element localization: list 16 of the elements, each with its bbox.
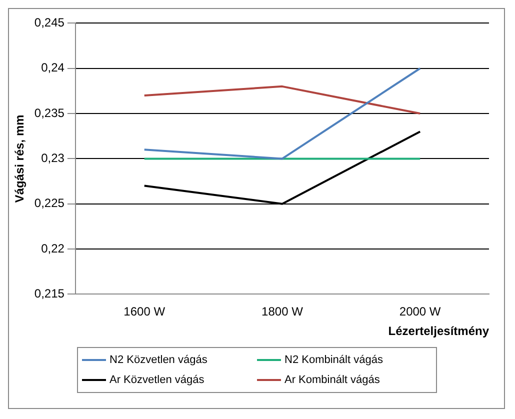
legend-label: Ar Kombinált vágás xyxy=(284,374,380,386)
y-tick-label: 0,215 xyxy=(34,286,65,301)
y-tick-label: 0,23 xyxy=(41,151,65,166)
y-tick-label: 0,225 xyxy=(34,196,65,210)
x-tick-label: 1600 W xyxy=(124,304,166,319)
y-axis-title: Vágási rés, mm xyxy=(12,114,27,203)
y-tick-label: 0,245 xyxy=(34,16,65,30)
y-tick-label: 0,24 xyxy=(41,60,65,75)
x-tick-label: 2000 W xyxy=(399,304,442,319)
x-tick-label: 1800 W xyxy=(262,304,304,319)
y-tick-label: 0,235 xyxy=(34,106,65,120)
y-tick-label: 0,22 xyxy=(41,241,65,256)
legend-label: N2 Kombinált vágás xyxy=(284,354,383,366)
legend-label: N2 Közvetlen vágás xyxy=(110,354,208,366)
x-axis-title: Lézerteljesítmény xyxy=(388,324,490,338)
legend-label: Ar Közvetlen vágás xyxy=(110,374,204,386)
